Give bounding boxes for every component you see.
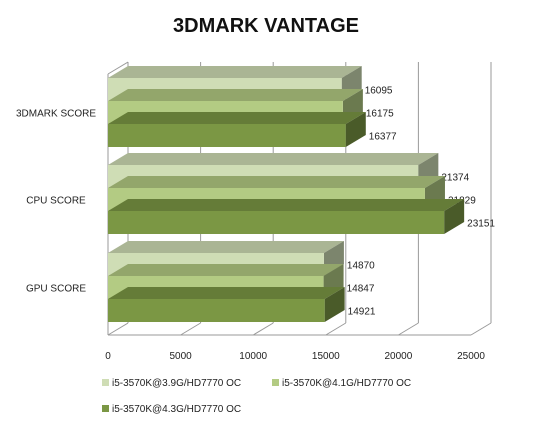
bar-top-face (108, 241, 344, 253)
bar-front-face (108, 299, 325, 322)
legend-entry: i5-3570K@4.1G/HD7770 OC (282, 378, 411, 389)
legend-entry: i5-3570K@4.3G/HD7770 OC (112, 404, 241, 415)
floor-edge-left (107, 322, 129, 336)
data-label: 16095 (365, 86, 393, 97)
bar (108, 287, 345, 322)
bar (108, 112, 366, 147)
bar-top-face (108, 112, 366, 124)
data-label: 14921 (348, 307, 376, 318)
bar-top-face (108, 66, 362, 78)
category-label: GPU SCORE (26, 284, 86, 295)
data-label: 21374 (441, 173, 469, 184)
gridline-floor (470, 322, 492, 336)
gridline-floor (252, 322, 274, 336)
bar-top-face (108, 287, 345, 299)
data-label: 14870 (347, 261, 375, 272)
data-label: 16175 (366, 109, 394, 120)
legend-swatch (272, 379, 279, 386)
bar-top-face (108, 264, 344, 276)
category-label: 3DMARK SCORE (16, 109, 96, 120)
chart-title: 3DMARK VANTAGE (173, 15, 359, 37)
x-tick-label: 20000 (384, 351, 412, 362)
x-tick-label: 5000 (169, 351, 192, 362)
legend-swatch (102, 379, 109, 386)
bar-top-face (108, 176, 445, 188)
data-label: 14847 (347, 284, 375, 295)
legend-swatch (102, 405, 109, 412)
bar (108, 199, 465, 234)
data-label: 16377 (369, 132, 397, 143)
x-tick-label: 15000 (312, 351, 340, 362)
legend: i5-3570K@3.9G/HD7770 OC i5-3570K@4.1G/HD7… (102, 378, 411, 415)
bar-top-face (108, 153, 439, 165)
bar-side-face (345, 112, 366, 147)
bar-front-face (108, 124, 346, 147)
gridline-floor (325, 322, 347, 336)
bar-top-face (108, 89, 363, 101)
x-tick-label: 25000 (457, 351, 485, 362)
plot-area: 0 5000 10000 15000 20000 25000 3DMARK SCORE CPU… (16, 61, 495, 362)
bar-side-face (444, 199, 465, 234)
bar-top-face (108, 199, 465, 211)
x-tick-label: 10000 (239, 351, 267, 362)
top-left-edge (107, 61, 129, 75)
bar-side-face (324, 287, 345, 322)
x-tick-label: 0 (105, 351, 111, 362)
category-label: CPU SCORE (26, 196, 86, 207)
gridline-floor (180, 322, 201, 336)
gridline-floor (398, 322, 419, 336)
legend-entry: i5-3570K@3.9G/HD7770 OC (112, 378, 241, 389)
data-label: 23151 (467, 219, 495, 230)
bar-front-face (108, 211, 445, 234)
